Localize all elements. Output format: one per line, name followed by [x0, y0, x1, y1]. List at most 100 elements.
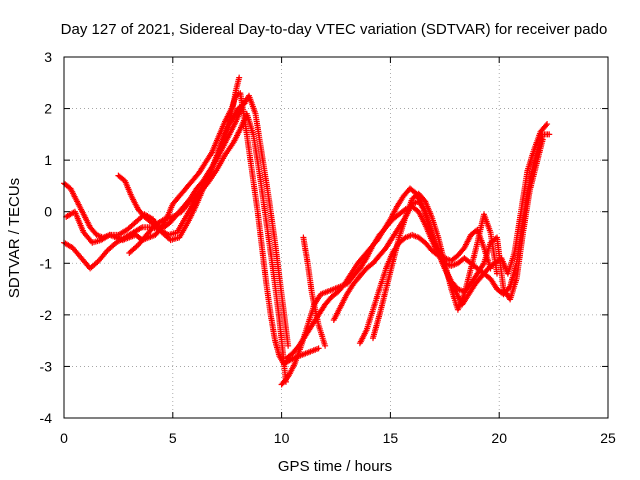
data-point-marker — [174, 215, 188, 236]
data-point-marker — [454, 246, 467, 259]
data-point-marker — [126, 243, 140, 256]
data-point-marker — [178, 199, 192, 215]
data-point-marker — [370, 313, 382, 342]
data-point-marker — [176, 220, 191, 241]
y-tick-label: 2 — [44, 101, 52, 117]
data-point-marker — [533, 138, 546, 169]
data-point-marker — [356, 256, 369, 272]
data-point-marker — [363, 308, 376, 334]
data-point-marker — [230, 127, 243, 146]
y-tick-label: 0 — [44, 204, 52, 220]
data-point-marker — [228, 89, 239, 117]
x-axis-title: GPS time / hours — [278, 458, 392, 475]
data-point-marker — [161, 220, 173, 231]
plot-frame — [63, 56, 609, 419]
data-point-marker — [285, 356, 294, 365]
data-point-marker — [337, 292, 350, 311]
data-point-marker — [487, 229, 500, 275]
data-point-marker — [422, 198, 434, 219]
data-point-marker — [182, 179, 195, 192]
data-point-marker — [415, 234, 427, 245]
data-point-marker — [278, 375, 290, 388]
data-point-marker — [289, 344, 301, 357]
data-point-marker — [370, 253, 382, 267]
data-point-marker — [256, 172, 270, 224]
data-point-marker — [348, 261, 360, 277]
data-point-marker — [356, 266, 369, 280]
data-point-marker — [267, 311, 278, 342]
data-point-marker — [478, 266, 491, 280]
data-point-marker — [243, 110, 256, 136]
data-point-marker — [520, 190, 533, 236]
data-point-marker — [276, 317, 289, 383]
data-point-marker — [304, 260, 315, 296]
data-point-marker — [465, 282, 478, 298]
data-point-marker — [185, 202, 199, 225]
x-tick-label: 20 — [491, 430, 507, 446]
data-point-marker — [124, 220, 138, 233]
data-point-marker — [539, 136, 546, 143]
data-point-marker — [259, 244, 270, 285]
y-tick-label: -4 — [40, 410, 53, 426]
data-point-marker — [335, 282, 347, 295]
data-point-marker — [367, 238, 380, 251]
data-point-marker — [415, 198, 428, 214]
data-point-marker — [135, 233, 149, 249]
data-point-marker — [250, 131, 263, 177]
data-point-marker — [254, 208, 265, 249]
data-point-marker — [152, 217, 166, 228]
data-point-marker — [246, 92, 258, 115]
data-point-marker — [269, 265, 283, 321]
data-point-marker — [461, 267, 474, 298]
data-point-marker — [272, 239, 285, 296]
data-point-marker — [524, 148, 537, 174]
data-point-marker — [250, 177, 261, 213]
data-point-marker — [204, 169, 219, 187]
data-point-marker — [285, 342, 292, 349]
data-point-marker — [428, 229, 441, 255]
data-point-marker — [481, 211, 493, 234]
data-point-marker — [176, 186, 188, 200]
data-point-marker — [213, 153, 228, 174]
x-tick-label: 15 — [383, 430, 399, 446]
data-point-marker — [74, 198, 86, 216]
data-point-marker — [317, 289, 329, 298]
data-point-marker — [546, 131, 553, 138]
data-point-marker — [415, 208, 428, 226]
data-point-marker — [393, 194, 406, 210]
data-point-marker — [121, 230, 136, 241]
data-point-marker — [376, 287, 389, 318]
data-point-marker — [374, 228, 386, 244]
data-point-marker — [130, 225, 144, 236]
x-tick-label: 0 — [60, 430, 68, 446]
data-point-marker — [356, 328, 369, 347]
data-point-marker — [422, 208, 435, 234]
data-point-marker — [389, 236, 402, 267]
data-point-marker — [189, 171, 201, 184]
data-point-marker — [441, 260, 454, 291]
data-point-marker — [467, 227, 480, 238]
data-point-marker — [87, 259, 101, 272]
data-point-marker — [219, 133, 232, 151]
data-point-marker — [113, 235, 127, 246]
data-point-marker — [209, 135, 221, 156]
data-point-marker — [380, 217, 393, 233]
data-point-marker — [309, 346, 320, 354]
data-point-marker — [291, 344, 304, 367]
data-point-marker — [383, 236, 395, 251]
data-point-marker — [526, 164, 539, 195]
data-point-marker — [383, 262, 396, 293]
data-point-marker — [330, 305, 343, 323]
data-point-marker — [104, 240, 118, 254]
data-point-marker — [219, 112, 234, 143]
data-point-marker — [361, 246, 373, 259]
data-point-marker — [526, 153, 539, 184]
data-point-marker — [115, 227, 129, 238]
y-tick-labels: -4 -3 -2 -1 0 1 2 3 — [40, 49, 53, 426]
data-point-marker — [115, 172, 127, 183]
data-point-marker — [195, 161, 208, 176]
data-point-marker — [246, 146, 256, 182]
data-point-marker — [169, 209, 184, 220]
data-point-marker — [376, 246, 388, 259]
